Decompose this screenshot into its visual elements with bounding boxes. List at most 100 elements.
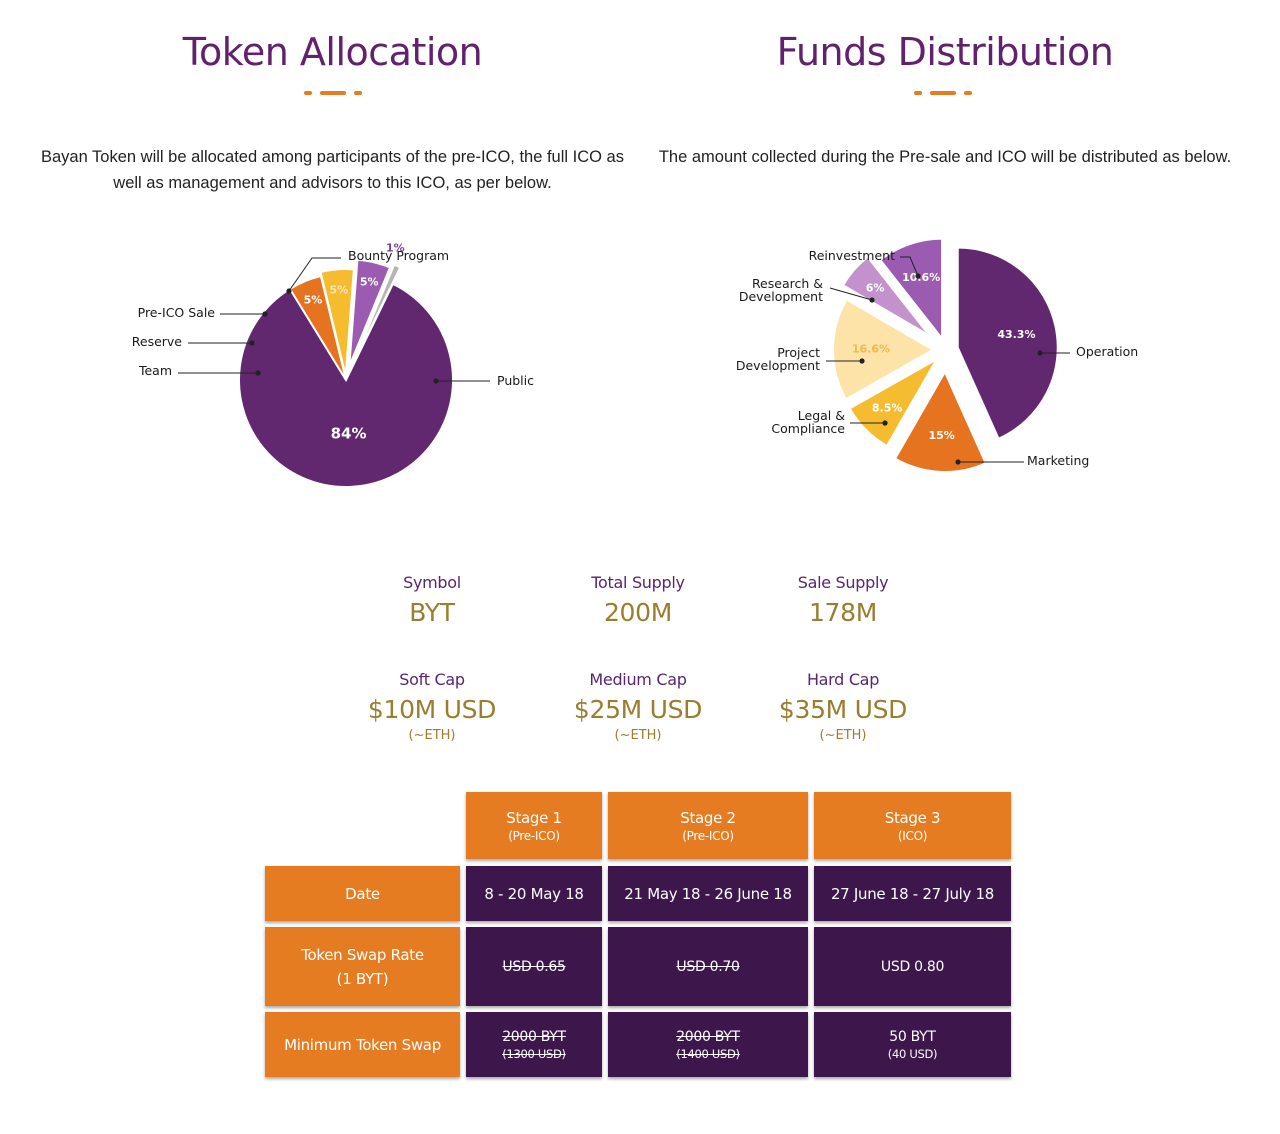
pie-value-label: 84% [331,424,367,442]
pie-category-label-marketing: Marketing [1027,453,1089,468]
stat-value: 200M [603,598,673,627]
stage-sub: (ICO) [897,828,928,843]
stat-value: $35M USD [778,695,908,724]
funds-distribution-divider [914,91,972,95]
pie-slice-reserve [319,268,355,377]
pie-value-label: 6% [866,281,885,294]
cell-text: USD 0.65 [502,958,566,975]
stat-sub: (~ETH) [614,728,662,743]
stage-sub: (Pre-ICO) [508,828,560,843]
pie-slice-project-development [832,298,936,401]
stat-value: 178M [808,598,878,627]
pie-value-label: 15% [929,429,955,442]
stat-value: BYT [409,598,455,627]
pie-leader-dot [286,288,292,294]
cell-sub: (1300 USD) [502,1046,566,1061]
pie-category-label-public: Public [497,373,534,388]
table-header-stage-2: Stage 2 (Pre-ICO) [608,792,808,859]
pie-leader-line [900,256,919,277]
pie-slice-marketing [893,369,988,473]
stat-label: Total Supply [591,573,685,592]
stat-label: Hard Cap [806,670,880,689]
stat-hard-cap: Hard Cap $35M USD (~ETH) [743,670,943,743]
table-cell: 50 BYT (40 USD) [814,1012,1011,1077]
pie-slice-bounty-program [352,263,402,365]
stat-label: Soft Cap [399,670,465,689]
stat-value: $10M USD [367,695,497,724]
pie-leader-line [829,287,873,301]
funds-distribution-title: Funds Distribution [776,30,1114,74]
pie-value-label: 1% [386,241,405,254]
cell-sub: (40 USD) [887,1046,938,1061]
pie-category-label-team: Team [138,363,172,378]
pie-value-label: 5% [329,283,348,296]
cell-text: USD 0.70 [676,958,740,975]
pie-slice-legal-compliance [848,356,940,448]
row-label: Token Swap Rate [301,945,424,964]
stage-sub: (Pre-ICO) [682,828,734,843]
pie-leader-dot [915,273,921,279]
pie-category-label-pre-ico-sale: Pre-ICO Sale [138,305,216,320]
table-row-label-date: Date [265,866,460,921]
pie-leader-dot [433,378,439,384]
pie-category-label-research-development: Research & Development [739,276,823,304]
cell-text: 2000 BYT [676,1028,740,1045]
pie-category-label-operation: Operation [1076,344,1138,359]
funds-distribution-description: The amount collected during the Pre-sale… [658,148,1232,166]
table-cell: 2000 BYT (1400 USD) [608,1012,808,1077]
stat-medium-cap: Medium Cap $25M USD (~ETH) [538,670,738,743]
cell-sub: (1400 USD) [676,1046,740,1061]
token-allocation-description: Bayan Token will be allocated among part… [40,148,624,192]
stat-label: Symbol [403,573,461,592]
stat-symbol: Symbol BYT [332,573,532,627]
token-allocation-pie-chart: 84% Public 5% Team 5% Reserve 5% Pre-ICO Sale 1%… [132,241,534,488]
pie-leader-dot [859,358,865,364]
table-cell: USD 0.80 [814,927,1011,1006]
cell-text: 2000 BYT [502,1028,566,1045]
cell-text: USD 0.80 [880,958,945,975]
pie-category-label-reserve: Reserve [132,334,183,349]
stage-name: Stage 2 [680,808,736,827]
stage-name: Stage 3 [884,808,941,827]
pie-value-label: 43.3% [997,328,1035,341]
table-cell: 2000 BYT (1300 USD) [466,1012,602,1077]
table-row-label-minimum-token-swap: Minimum Token Swap [265,1012,460,1077]
cell-text: 21 May 18 - 26 June 18 [624,884,792,903]
table-cell: 21 May 18 - 26 June 18 [608,866,808,921]
table-header-stage-1: Stage 1 (Pre-ICO) [466,792,602,859]
pie-category-label-legal-compliance: Legal & Compliance [771,408,845,436]
pie-value-label: 5% [304,294,323,307]
pie-slice-reinvestment [878,237,944,342]
stat-soft-cap: Soft Cap $10M USD (~ETH) [332,670,532,743]
pie-leader-line [288,257,341,292]
pie-value-label: 8.5% [872,402,903,415]
stat-label: Medium Cap [589,670,687,689]
pie-category-label-project-development: Project Development [736,345,820,373]
pie-leader-dot [869,297,875,303]
pie-value-label: 5% [360,276,379,289]
pie-value-label: 16.6% [852,343,890,356]
table-cell: USD 0.70 [608,927,808,1006]
stat-sub: (~ETH) [408,728,456,743]
table-header-stage-3: Stage 3 (ICO) [814,792,1011,859]
stat-sale-supply: Sale Supply 178M [743,573,943,627]
pie-leader-dot [262,311,268,317]
cell-text: 8 - 20 May 18 [484,884,584,903]
pie-category-label-bounty-program: Bounty Program [348,248,449,263]
table-cell: 27 June 18 - 27 July 18 [814,866,1011,921]
table-cell: 8 - 20 May 18 [466,866,602,921]
stat-value: $25M USD [573,695,703,724]
table-cell: USD 0.65 [466,927,602,1006]
pie-category-label-reinvestment: Reinvestment [809,248,896,263]
stage-name: Stage 1 [506,808,562,827]
stat-total-supply: Total Supply 200M [538,573,738,627]
cell-text: 27 June 18 - 27 July 18 [830,884,995,903]
row-label-sub: (1 BYT) [336,969,389,988]
funds-distribution-pie-chart: 43.3% Operation 15% Marketing 8.5% Legal & Com… [736,237,1138,473]
pie-slice-public [238,282,454,488]
pie-slice-research-development [841,255,931,337]
pie-value-label: 10.6% [902,271,940,284]
token-allocation-divider [304,91,362,95]
token-allocation-title: Token Allocation [182,30,483,74]
pie-leader-dot [1037,350,1043,356]
